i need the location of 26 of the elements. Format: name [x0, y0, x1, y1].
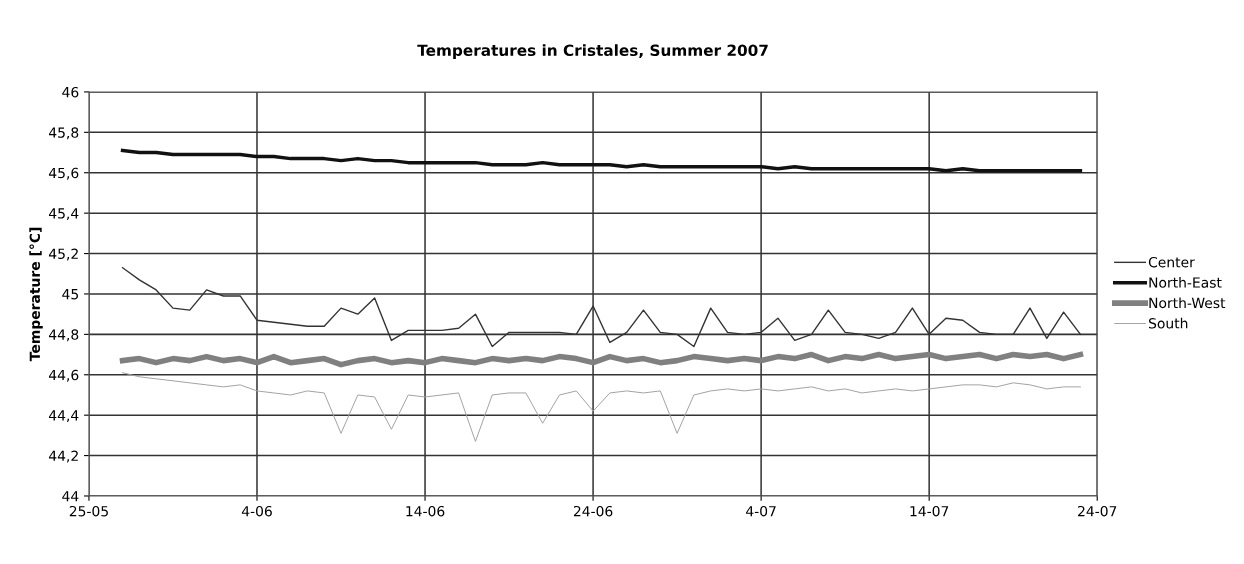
y-tick-label: 44,4 [48, 410, 79, 423]
x-tick-label: 14-06 [406, 505, 445, 517]
y-tick-label: 45,4 [48, 208, 79, 221]
x-tick-label: 25-05 [69, 505, 108, 517]
line-series [120, 148, 1083, 173]
x-tick-label: 4-06 [241, 505, 272, 517]
y-axis-title: Temperature [°C] [29, 227, 43, 362]
y-tick-label: 45 [62, 289, 79, 300]
x-tick-label: 24-07 [1078, 505, 1117, 517]
y-tick-label: 45,6 [48, 167, 79, 180]
x-tick-label: 4-07 [746, 505, 776, 517]
y-tick-label: 45,2 [48, 248, 78, 261]
line-series [122, 372, 1081, 442]
chart-title: Temperatures in Cristales, Summer 2007 [417, 44, 768, 59]
y-tick-label: 44,6 [48, 369, 79, 382]
legend-label: Center [1148, 256, 1195, 268]
y-tick-label: 44,8 [48, 329, 79, 342]
y-tick-label: 46 [62, 86, 79, 98]
legend-label: North-East [1149, 277, 1222, 288]
y-tick-label: 45,8 [48, 127, 79, 140]
y-tick-label: 44,2 [48, 450, 78, 463]
legend-label: North-West [1149, 297, 1226, 309]
x-tick-label: 14-07 [910, 505, 949, 517]
x-tick-label: 24-06 [573, 505, 613, 517]
y-tick-label: 44 [62, 491, 79, 502]
legend-label: South [1149, 317, 1188, 329]
